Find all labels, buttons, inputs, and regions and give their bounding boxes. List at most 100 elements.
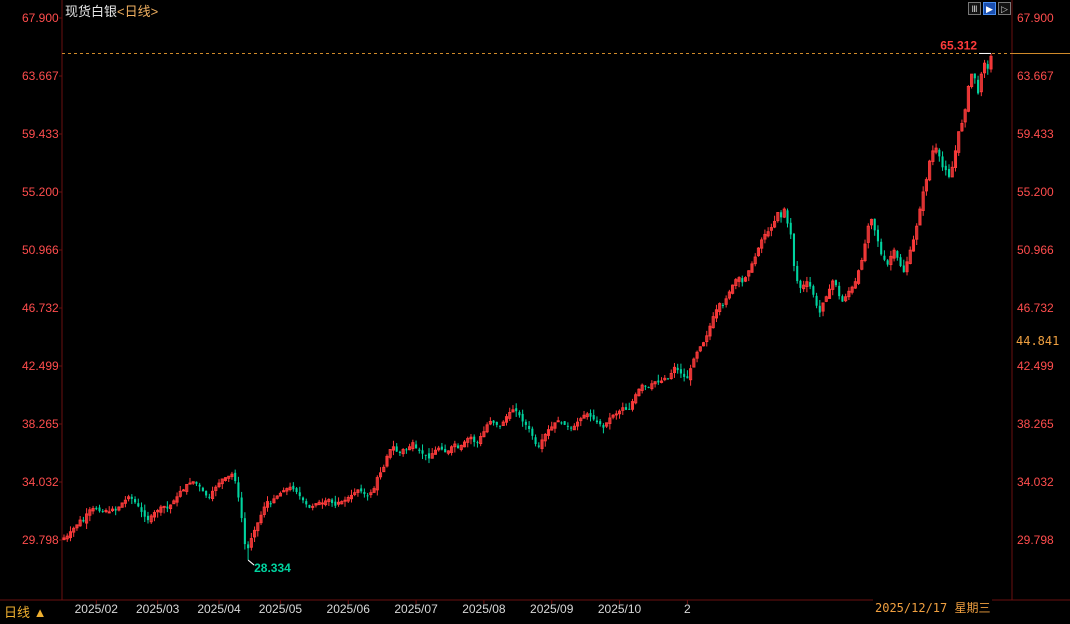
candle-body	[275, 495, 279, 499]
candle-body	[841, 296, 844, 302]
x-tick-label: 2025/06	[327, 602, 371, 616]
side-value-label: 44.841	[1016, 334, 1060, 348]
candle-body	[137, 503, 140, 507]
candle-body	[205, 490, 208, 496]
candle-body	[476, 442, 479, 444]
candle-body	[453, 443, 457, 448]
candle-body	[107, 511, 111, 514]
candle-body	[827, 288, 832, 299]
play-icon[interactable]: ▶	[983, 2, 996, 15]
candle-body	[234, 472, 237, 482]
candle-body	[718, 303, 722, 313]
candle-body	[873, 218, 876, 231]
candle-body	[599, 421, 602, 425]
candle-body	[369, 492, 373, 496]
candle-body	[120, 502, 124, 508]
candle-body	[95, 507, 98, 510]
candle-body	[198, 484, 201, 487]
candle-body	[372, 488, 376, 493]
candle-body	[666, 378, 670, 380]
candle-body	[753, 256, 757, 265]
forward-icon[interactable]: ▷	[998, 2, 1011, 15]
candle-body	[395, 446, 398, 452]
candle-body	[721, 304, 724, 306]
x-tick-label: 2025/08	[462, 602, 506, 616]
candle-body	[847, 290, 851, 298]
candle-body	[938, 149, 941, 157]
candle-body	[611, 414, 615, 418]
candle-body	[85, 513, 89, 524]
candle-body	[459, 444, 463, 450]
candle-body	[676, 367, 679, 371]
candle-body	[973, 73, 976, 79]
grid-icon[interactable]: Ⅲ	[968, 2, 981, 15]
candle-body	[188, 482, 192, 485]
candle-body	[78, 519, 82, 527]
candle-body	[195, 481, 198, 484]
candle-body	[356, 489, 360, 493]
candle-body	[363, 491, 366, 495]
candle-body	[343, 499, 347, 502]
candle-body	[308, 504, 311, 508]
candle-body	[140, 507, 143, 512]
candle-body	[175, 496, 179, 503]
candle-body	[821, 302, 825, 312]
candle-body	[446, 450, 450, 454]
candle-body	[756, 247, 760, 257]
y-tick-label-left: 50.966	[22, 243, 59, 257]
candle-body	[405, 449, 408, 451]
candle-body	[750, 263, 754, 273]
candle-body	[605, 422, 609, 427]
x-tick-label: 2025/02	[75, 602, 119, 616]
candle-body	[902, 265, 905, 273]
candle-body	[340, 501, 344, 505]
candle-body	[346, 497, 350, 502]
candle-body	[647, 386, 650, 388]
candle-body	[540, 439, 544, 450]
candle-body	[298, 492, 301, 497]
period-selector[interactable]: 日线 ▲	[4, 605, 47, 620]
candle-body	[98, 507, 101, 512]
candle-body	[659, 380, 664, 383]
candle-body	[628, 408, 631, 410]
candle-body	[433, 449, 437, 455]
candle-body	[711, 316, 715, 329]
candle-body	[114, 508, 117, 511]
x-tick-label: 2025/07	[394, 602, 438, 616]
candle-body	[230, 473, 234, 477]
candle-body	[492, 420, 495, 423]
candle-body	[692, 358, 696, 368]
candle-body	[863, 243, 867, 262]
candle-body	[892, 249, 896, 259]
candle-body	[653, 381, 657, 385]
candle-body	[214, 486, 218, 492]
period-label[interactable]: <日线>	[117, 4, 159, 19]
candle-body	[570, 427, 573, 429]
candle-body	[127, 496, 131, 500]
candle-body	[714, 309, 719, 319]
low-marker-line	[247, 559, 255, 566]
candle-body	[624, 407, 628, 410]
candle-body	[769, 227, 773, 231]
candle-body	[866, 225, 870, 243]
y-tick-label-left: 42.499	[22, 359, 59, 373]
candle-body	[876, 229, 880, 242]
candle-body	[450, 446, 454, 453]
y-tick-label-right: 34.032	[1017, 475, 1054, 489]
candle-body	[382, 466, 386, 473]
candle-body	[763, 233, 767, 240]
candle-body	[915, 225, 919, 240]
candle-body	[637, 388, 641, 397]
candle-body	[963, 109, 967, 123]
candle-body	[301, 497, 305, 501]
candle-body	[743, 277, 748, 282]
candle-body	[585, 413, 589, 418]
candle-body	[582, 414, 586, 419]
candle-body	[462, 441, 467, 448]
candle-body	[366, 495, 369, 497]
candle-body	[782, 208, 786, 218]
candle-body	[550, 426, 554, 431]
candle-body	[391, 446, 396, 451]
y-tick-label-left: 34.032	[22, 475, 59, 489]
